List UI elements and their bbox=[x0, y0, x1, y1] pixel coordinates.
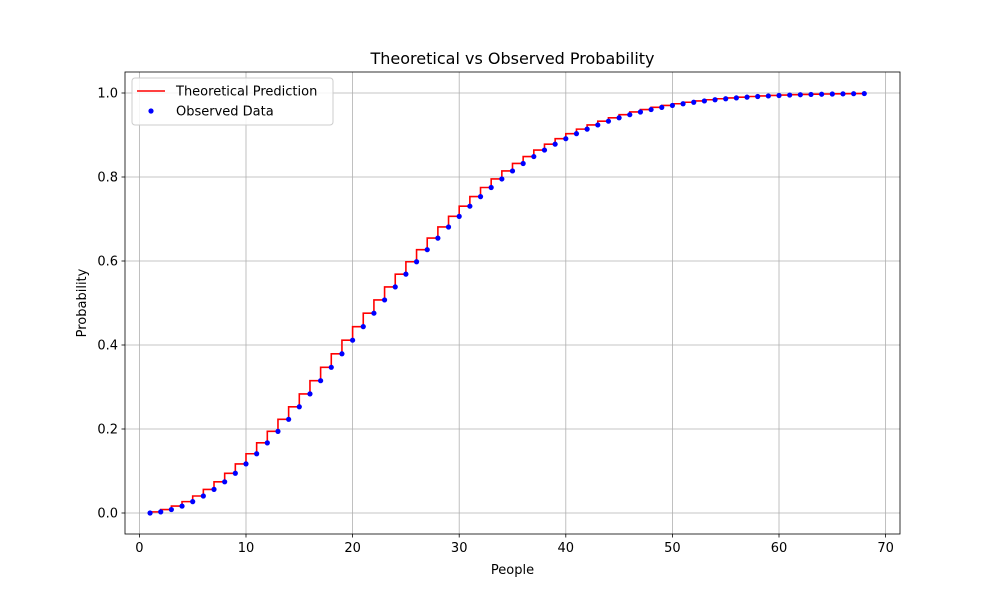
observed-point bbox=[179, 503, 185, 509]
observed-point bbox=[488, 184, 494, 191]
observed-point bbox=[147, 510, 153, 516]
observed-point bbox=[616, 115, 622, 121]
x-axis-title: People bbox=[491, 563, 534, 578]
observed-point bbox=[797, 92, 803, 98]
observed-point bbox=[552, 141, 558, 147]
x-tick-label: 50 bbox=[664, 541, 681, 556]
observed-point bbox=[627, 112, 633, 118]
observed-point bbox=[168, 506, 174, 513]
observed-point bbox=[499, 176, 505, 182]
observed-point bbox=[723, 96, 729, 102]
observed-point bbox=[861, 90, 867, 97]
observed-point bbox=[744, 94, 750, 100]
observed-point bbox=[381, 297, 388, 303]
x-tick-label: 0 bbox=[135, 541, 143, 556]
observed-point bbox=[851, 91, 857, 97]
observed-point bbox=[211, 486, 217, 492]
observed-point bbox=[595, 122, 601, 128]
observed-point bbox=[467, 203, 473, 209]
observed-point bbox=[563, 136, 569, 142]
chart-title: Theoretical vs Observed Probability bbox=[370, 49, 655, 68]
observed-point bbox=[819, 91, 825, 97]
observed-point bbox=[371, 310, 377, 316]
observed-point bbox=[403, 271, 409, 277]
observed-point bbox=[648, 106, 654, 113]
observed-point bbox=[755, 93, 761, 100]
observed-point bbox=[669, 102, 676, 109]
observed-point bbox=[456, 213, 462, 219]
observed-point bbox=[680, 101, 686, 107]
observed-point bbox=[509, 168, 516, 174]
observed-point bbox=[350, 337, 356, 343]
x-axis-ticks: 0 10 20 30 40 50 60 70 bbox=[135, 534, 894, 556]
observed-point bbox=[190, 499, 196, 505]
observed-point bbox=[520, 160, 526, 167]
observed-point bbox=[765, 93, 771, 99]
x-tick-label: 40 bbox=[558, 541, 575, 556]
y-axis-ticks: 0.0 0.2 0.4 0.6 0.8 1.0 bbox=[97, 87, 125, 522]
observed-point bbox=[222, 479, 228, 485]
observed-point bbox=[829, 91, 835, 97]
observed-point bbox=[584, 126, 590, 132]
observed-point bbox=[158, 509, 164, 515]
observed-point bbox=[573, 131, 580, 137]
observed-point bbox=[787, 92, 793, 98]
legend-label-observed: Observed Data bbox=[176, 105, 274, 120]
y-tick-label: 1.0 bbox=[97, 87, 118, 102]
observed-point bbox=[360, 324, 366, 330]
y-tick-label: 0.2 bbox=[97, 423, 118, 438]
x-tick-label: 10 bbox=[238, 541, 255, 556]
observed-series bbox=[147, 90, 867, 516]
y-tick-label: 0.4 bbox=[97, 339, 118, 354]
observed-point bbox=[477, 194, 484, 200]
observed-point bbox=[275, 428, 281, 434]
observed-point bbox=[339, 351, 345, 357]
y-tick-label: 0.0 bbox=[97, 507, 118, 522]
grid bbox=[125, 72, 900, 534]
observed-point bbox=[701, 98, 707, 104]
observed-point bbox=[392, 284, 398, 290]
observed-point bbox=[541, 147, 548, 153]
legend-label-theoretical: Theoretical Prediction bbox=[175, 85, 317, 100]
observed-point bbox=[232, 470, 238, 476]
observed-point bbox=[328, 364, 334, 370]
observed-point bbox=[307, 391, 313, 397]
legend: Theoretical Prediction Observed Data bbox=[131, 77, 334, 126]
observed-point bbox=[286, 416, 292, 422]
observed-point bbox=[840, 91, 846, 97]
observed-point bbox=[296, 404, 302, 410]
observed-point bbox=[264, 440, 270, 446]
observed-point bbox=[712, 97, 718, 103]
observed-point bbox=[435, 235, 441, 241]
x-tick-label: 60 bbox=[771, 541, 788, 556]
y-axis-title: Probability bbox=[75, 268, 90, 337]
observed-point bbox=[776, 92, 782, 99]
theoretical-step-line bbox=[149, 92, 865, 513]
legend-box bbox=[131, 77, 334, 126]
observed-point bbox=[445, 224, 452, 230]
observed-point bbox=[243, 461, 249, 467]
x-tick-label: 20 bbox=[344, 541, 361, 556]
x-tick-label: 30 bbox=[451, 541, 468, 556]
plot-area bbox=[125, 72, 900, 534]
x-tick-label: 70 bbox=[877, 541, 894, 556]
observed-point bbox=[733, 95, 739, 101]
observed-point bbox=[605, 118, 612, 124]
observed-point bbox=[413, 259, 420, 265]
observed-point bbox=[424, 247, 430, 253]
observed-point bbox=[531, 153, 537, 160]
observed-point bbox=[254, 451, 260, 457]
observed-point bbox=[808, 91, 814, 98]
observed-point bbox=[691, 99, 697, 105]
theoretical-series bbox=[149, 92, 865, 513]
observed-point bbox=[637, 109, 644, 115]
observed-point bbox=[659, 104, 665, 110]
y-tick-label: 0.8 bbox=[97, 171, 118, 186]
legend-marker-swatch bbox=[148, 108, 154, 114]
y-tick-label: 0.6 bbox=[97, 255, 118, 270]
plot-frame bbox=[124, 71, 901, 535]
observed-point bbox=[200, 493, 206, 499]
observed-point bbox=[318, 378, 324, 384]
